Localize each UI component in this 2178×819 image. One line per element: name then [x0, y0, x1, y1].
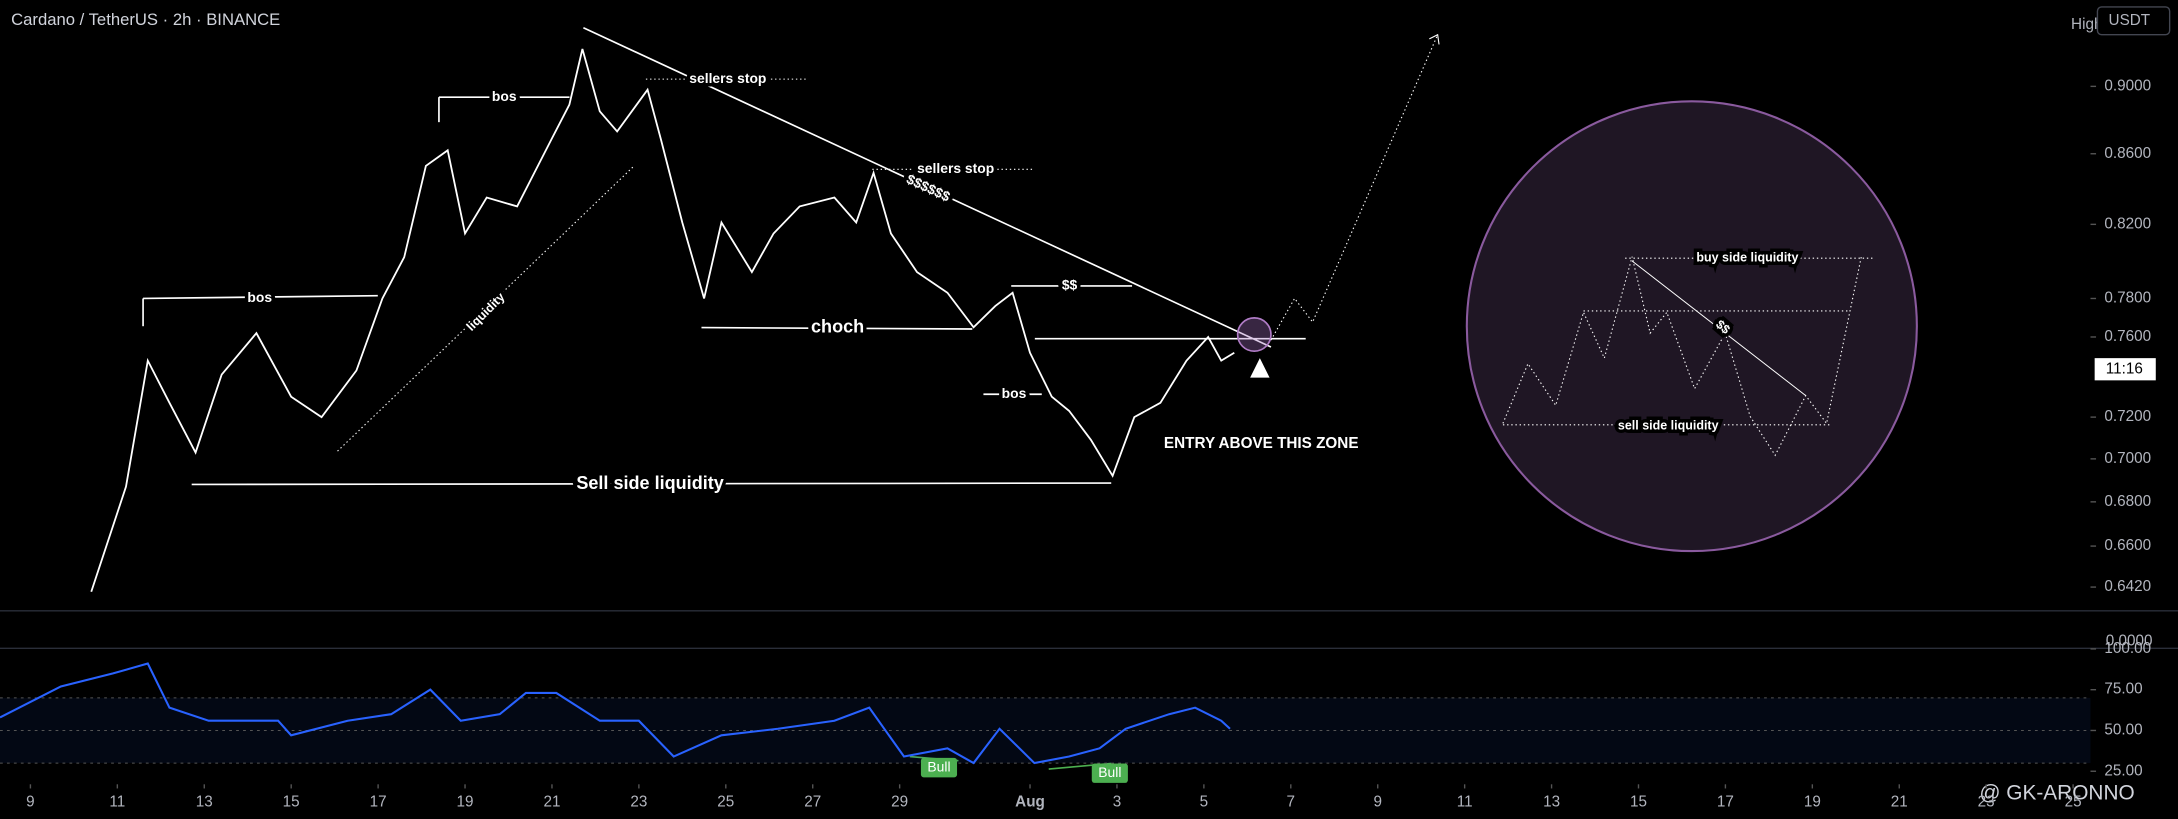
annotation: bos: [1002, 385, 1027, 401]
x-tick-label: 13: [1543, 793, 1560, 810]
x-tick-label: 27: [804, 793, 821, 810]
projection: [1270, 34, 1439, 341]
annotation: buy side liquidity: [1696, 250, 1798, 264]
y-tick-label: 0.6600: [2104, 537, 2151, 554]
entry-arrow: [1250, 358, 1270, 417]
x-tick-label: 19: [457, 793, 474, 810]
sell-side-line: [191, 482, 1112, 486]
x-tick-label: 9: [26, 793, 35, 810]
x-tick-label: 21: [543, 793, 560, 810]
x-tick-label: 19: [1804, 793, 1821, 810]
y-tick-label: 100.00: [2104, 640, 2151, 657]
y-tick-label: 0.8600: [2104, 145, 2151, 162]
x-tick-label: 17: [370, 793, 387, 810]
header-title: Cardano / TetherUS · 2h · BINANCE: [11, 10, 280, 29]
x-tick-label: 7: [1287, 793, 1296, 810]
example-circle: [1465, 100, 1918, 553]
currency[interactable]: USDT: [2109, 12, 2151, 29]
pane-label: 0.0000: [2106, 632, 2153, 649]
annotation: sellers stop: [689, 70, 766, 86]
x-tick-label: 23: [630, 793, 647, 810]
y-tick-label: 0.7800: [2104, 290, 2151, 307]
annotation: sellers stop: [917, 160, 994, 176]
x-tick-label: 9: [1373, 793, 1382, 810]
y-tick-label: 75.00: [2104, 681, 2142, 698]
x-tick-label: Aug: [1015, 793, 1045, 810]
x-tick-label: 29: [891, 793, 908, 810]
x-tick-label: 15: [1630, 793, 1647, 810]
series-line: [90, 48, 1235, 593]
example-path: [1502, 256, 1862, 457]
y-tick-label: 0.6420: [2104, 578, 2151, 595]
y-tick-label: 0.6800: [2104, 493, 2151, 510]
x-tick-label: 3: [1113, 793, 1122, 810]
choch-line: [701, 326, 973, 330]
currency-box[interactable]: [2096, 6, 2171, 36]
y-tick-label: 0.8200: [2104, 215, 2151, 232]
annotation: ENTRY ABOVE THIS ZONE: [1164, 435, 1359, 452]
x-tick-label: 11: [109, 793, 125, 810]
bull-box: [1091, 763, 1128, 783]
annotation: $$: [1062, 277, 1078, 293]
x-tick-label: 11: [1457, 793, 1473, 810]
bos-line: [143, 294, 378, 300]
bull-box: [920, 757, 958, 778]
trendline: [583, 27, 1272, 348]
annotation: Sell side liquidity: [576, 473, 723, 493]
x-tick-label: 17: [1717, 793, 1734, 810]
x-tick-label: 23: [1978, 793, 1995, 810]
example-arrow: [1631, 260, 1807, 397]
annotation: sell side liquidity: [1618, 418, 1719, 432]
x-tick-label: 25: [2065, 793, 2082, 810]
x-tick-label: 5: [1200, 793, 1209, 810]
y-tick-label: 0.7600: [2104, 328, 2151, 345]
y-tick-label: 25.00: [2104, 762, 2142, 779]
x-tick-label: 21: [1891, 793, 1908, 810]
annotation: bos: [492, 88, 517, 104]
annotation: choch: [811, 316, 864, 336]
entry-circle: [1236, 317, 1272, 353]
bull-label: Bull: [1098, 764, 1121, 780]
y-tick-label: 0.7200: [2104, 408, 2151, 425]
projection-head: [1429, 33, 1440, 45]
y-tick-label: 0.9000: [2104, 77, 2151, 94]
countdown: 11:16: [2106, 360, 2143, 377]
series-line: [0, 662, 1231, 765]
y-tick-label: 50.00: [2104, 722, 2142, 739]
countdown-box: [2094, 358, 2156, 381]
x-tick-label: 25: [717, 793, 734, 810]
annotation: bos: [247, 289, 272, 305]
x-tick-label: 13: [196, 793, 213, 810]
bull-label: Bull: [927, 758, 950, 774]
watermark: @ GK-ARONNO: [1979, 782, 2134, 805]
x-tick-label: 15: [283, 793, 300, 810]
liquidity-line: [337, 166, 634, 452]
high-label: High: [2071, 16, 2102, 33]
y-tick-label: 0.7000: [2104, 450, 2151, 467]
drawings: [142, 27, 1918, 770]
